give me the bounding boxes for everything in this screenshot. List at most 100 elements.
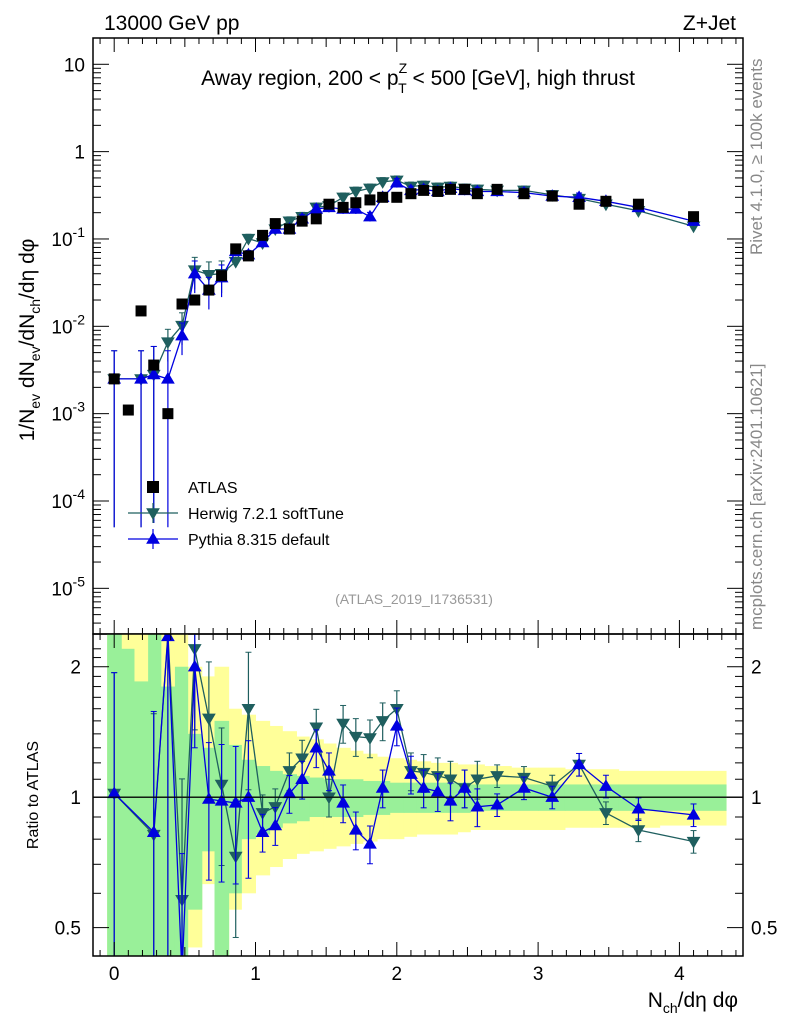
atlas-point [471, 188, 483, 200]
pythia-point [161, 371, 175, 384]
legend-label: Herwig 7.2.1 softTune [188, 506, 344, 523]
pythia-ratio-point [214, 793, 229, 806]
pythia-line [114, 181, 694, 380]
ratio-plot-area [93, 634, 743, 978]
atlas-point [269, 218, 281, 230]
ratio-band-stat [133, 681, 149, 956]
atlas-point [432, 185, 444, 197]
atlas-point [405, 188, 417, 200]
x-tick-label: 3 [533, 964, 544, 985]
herwig-ratio-point [255, 808, 270, 820]
legend-marker [146, 532, 160, 544]
atlas-point [310, 213, 322, 225]
legend-label: Pythia 8.315 default [188, 532, 330, 549]
ratio-band-stat [296, 775, 310, 822]
atlas-point [632, 198, 644, 210]
ratio-band-stat [389, 782, 405, 813]
herwig-point [336, 192, 350, 205]
ratio-tick-label: 0.5 [751, 919, 777, 940]
ratio-tick-label: 0.5 [55, 919, 81, 940]
herwig-ratio-point [295, 753, 310, 766]
pythia-ratio-point [309, 740, 324, 753]
pythia-ratio-point [255, 825, 270, 837]
atlas-point [418, 184, 430, 196]
legend-marker [147, 481, 159, 493]
atlas-point [108, 373, 120, 385]
herwig-ratio-point [363, 733, 377, 745]
y-tick-label: 10-5 [51, 573, 85, 600]
pythia-ratio-point [201, 792, 216, 804]
pythia-ratio-point [599, 779, 613, 791]
pythia-ratio-point [517, 781, 531, 793]
herwig-ratio-point [599, 808, 613, 820]
pythia-point [134, 371, 148, 384]
ratio-tick-label: 2 [751, 658, 762, 679]
herwig-ratio-point [309, 722, 324, 735]
ratio-frame [92, 633, 744, 957]
atlas-point [162, 408, 174, 420]
herwig-ratio-point [631, 825, 646, 837]
pythia-point [175, 328, 189, 341]
herwig-point [363, 183, 377, 196]
herwig-ratio-point [241, 704, 256, 716]
atlas-point [189, 294, 201, 306]
x-tick-label: 4 [674, 964, 685, 985]
y-tick-label: 1 [74, 143, 85, 164]
pythia-ratio-point [631, 801, 646, 814]
atlas-point [216, 270, 228, 282]
herwig-ratio-point [686, 836, 701, 849]
ratio-tick-label: 2 [70, 658, 81, 679]
herwig-point [375, 177, 390, 189]
pythia-point [187, 266, 202, 279]
ratio-panel: 0 1 2 3 4 0.5 0.5 1 1 2 2 [55, 633, 777, 985]
x-tick-label: 0 [109, 964, 120, 985]
header-left: 13000 GeV pp [104, 12, 239, 35]
atlas-point [600, 195, 612, 207]
atlas-point [573, 198, 585, 210]
atlas-point [296, 215, 308, 227]
herwig-ratio-point [375, 716, 390, 728]
atlas-point [445, 183, 456, 195]
pythia-ratio-point [176, 968, 188, 978]
pythia-ratio-point [443, 793, 458, 806]
pythia-ratio-point [363, 836, 377, 849]
atlas-point [283, 223, 295, 235]
pythia-ratio-point [348, 823, 363, 835]
herwig-point [348, 186, 363, 199]
side-text-top: Rivet 4.1.0, ≥ 100k events [747, 59, 766, 255]
pythia-ratio-point [268, 818, 283, 831]
herwig-ratio-point [282, 766, 297, 778]
y-tick-label: 10-1 [51, 224, 85, 251]
ratio-y-axis-label: Ratio to ATLAS [25, 741, 42, 849]
herwig-point [228, 256, 243, 269]
herwig-point [201, 269, 216, 282]
legend-item-herwig: Herwig 7.2.1 softTune [128, 503, 344, 523]
atlas-point [323, 198, 335, 210]
herwig-ratio-point [470, 774, 485, 787]
chart-title: Away region, 200 < pZ T < 500 [GeV], high… [201, 60, 635, 96]
atlas-point [337, 201, 349, 213]
pythia-point [309, 202, 324, 214]
atlas-point [688, 211, 700, 223]
atlas-point [364, 194, 376, 206]
pythia-ratio-point [430, 784, 445, 797]
y-tick-label: 10-3 [51, 399, 85, 426]
atlas-point [242, 250, 254, 262]
pythia-ratio-point [416, 781, 431, 793]
legend-item-atlas: ATLAS [147, 480, 238, 497]
atlas-point [459, 183, 471, 195]
pythia-ratio-point [322, 763, 336, 776]
ratio-tick-label: 1 [70, 788, 81, 809]
atlas-point [350, 197, 362, 209]
atlas-point [135, 305, 147, 317]
atlas-point [148, 359, 160, 371]
atlas-point [377, 191, 389, 203]
herwig-line [114, 179, 694, 380]
atlas-point [176, 298, 188, 310]
ratio-band-stat [362, 780, 378, 815]
atlas-point [122, 404, 134, 416]
main-panel: 10 1 10-1 10-2 10-3 10-4 10-5 Away region, 200… [51, 37, 744, 635]
y-tick-label: 10 [64, 55, 85, 76]
pythia-ratio-point [686, 807, 701, 820]
